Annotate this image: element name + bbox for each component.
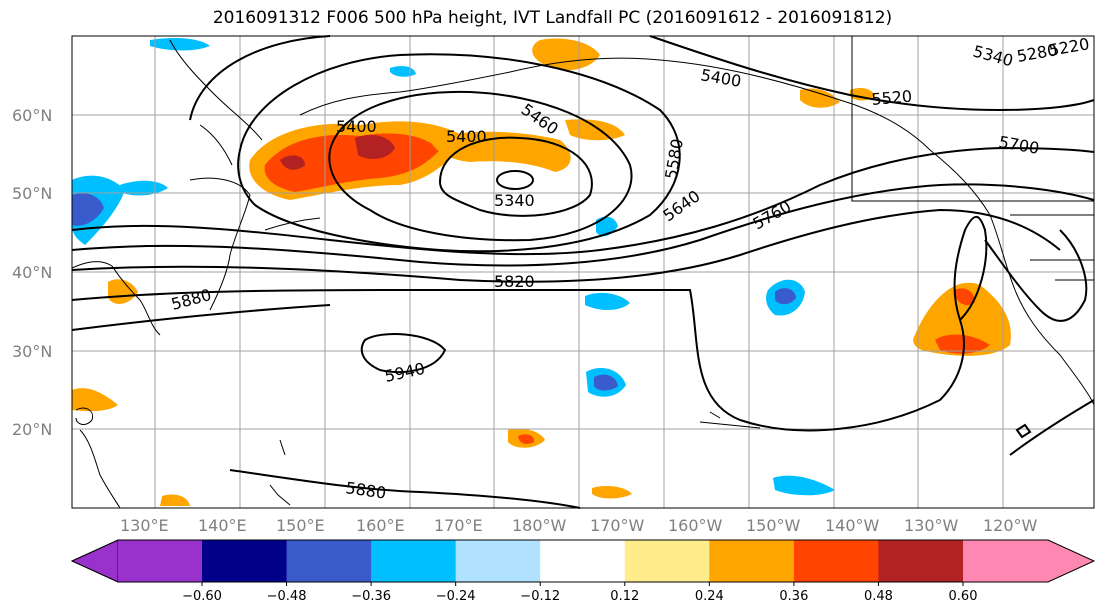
- lon-label: 140°E: [198, 516, 247, 535]
- lon-label: 160°W: [668, 516, 723, 535]
- colorbar-segment: [624, 540, 710, 582]
- lon-label: 130°W: [904, 516, 959, 535]
- colorbar-segment: [202, 540, 288, 582]
- colorbar-segment: [455, 540, 541, 582]
- colorbar-outline: [70, 539, 1096, 583]
- colorbar-tick-label: −0.60: [182, 589, 222, 601]
- lat-label: 40°N: [12, 263, 52, 282]
- lon-label: 160°E: [356, 516, 405, 535]
- lat-label: 50°N: [12, 184, 52, 203]
- map-panel: 5400 5400 5460 5340 5580 5640 5760 5820 …: [71, 34, 1095, 509]
- lat-label: 60°N: [12, 106, 52, 125]
- lon-label: 120°W: [983, 516, 1038, 535]
- lon-label: 150°E: [276, 516, 325, 535]
- colorbar-segment: [371, 540, 457, 582]
- colorbar-tick-label: 0.60: [949, 589, 978, 601]
- lat-label: 20°N: [12, 420, 52, 439]
- colorbar-tick-label: −0.48: [267, 589, 307, 601]
- contour-label: 5400: [446, 127, 487, 146]
- colorbar-tick-label: 0.36: [779, 589, 808, 601]
- colorbar-segment: [793, 540, 879, 582]
- colorbar-segment: [709, 540, 795, 582]
- colorbar: −0.60 −0.48 −0.36 −0.24 −0.12 0.12 0.24 0.36 0.4…: [70, 539, 1096, 601]
- colorbar-tick-label: 0.48: [864, 589, 893, 601]
- colorbar-extend-high: [963, 540, 1094, 582]
- colorbar-segment: [878, 540, 964, 582]
- lon-label: 150°W: [746, 516, 801, 535]
- colorbar-tick-label: 0.24: [695, 589, 724, 601]
- colorbar-tick-label: −0.36: [351, 589, 391, 601]
- coastlines: [71, 36, 1095, 509]
- colorbar-segment: [540, 540, 626, 582]
- colorbar-tick-label: −0.12: [520, 589, 560, 601]
- lat-label: 30°N: [12, 342, 52, 361]
- latitude-labels: 60°N 50°N 40°N 30°N 20°N: [12, 106, 52, 439]
- colorbar-segment: [118, 540, 202, 582]
- colorbar-tick-label: −0.24: [436, 589, 476, 601]
- map-title: 2016091312 F006 500 hPa height, IVT Land…: [212, 8, 893, 28]
- contour-label: 5520: [871, 87, 913, 109]
- lon-label: 140°W: [825, 516, 880, 535]
- colorbar-extend-low: [71, 539, 119, 583]
- colorbar-tick-label: 0.12: [610, 589, 639, 601]
- lon-label: 170°W: [590, 516, 645, 535]
- contour-label: 5340: [494, 191, 535, 210]
- colorbar-segment: [286, 540, 372, 582]
- ivt-shading: [72, 38, 1011, 506]
- contour-label: 5400: [336, 117, 377, 136]
- contour-label: 5820: [494, 272, 535, 291]
- lon-label: 130°E: [120, 516, 169, 535]
- lon-label: 180°W: [512, 516, 567, 535]
- map-frame: [71, 35, 1095, 509]
- height-contours: [71, 35, 1095, 509]
- lon-label: 170°E: [434, 516, 483, 535]
- longitude-labels: 130°E 140°E 150°E 160°E 170°E 180°W 170°…: [120, 516, 1038, 535]
